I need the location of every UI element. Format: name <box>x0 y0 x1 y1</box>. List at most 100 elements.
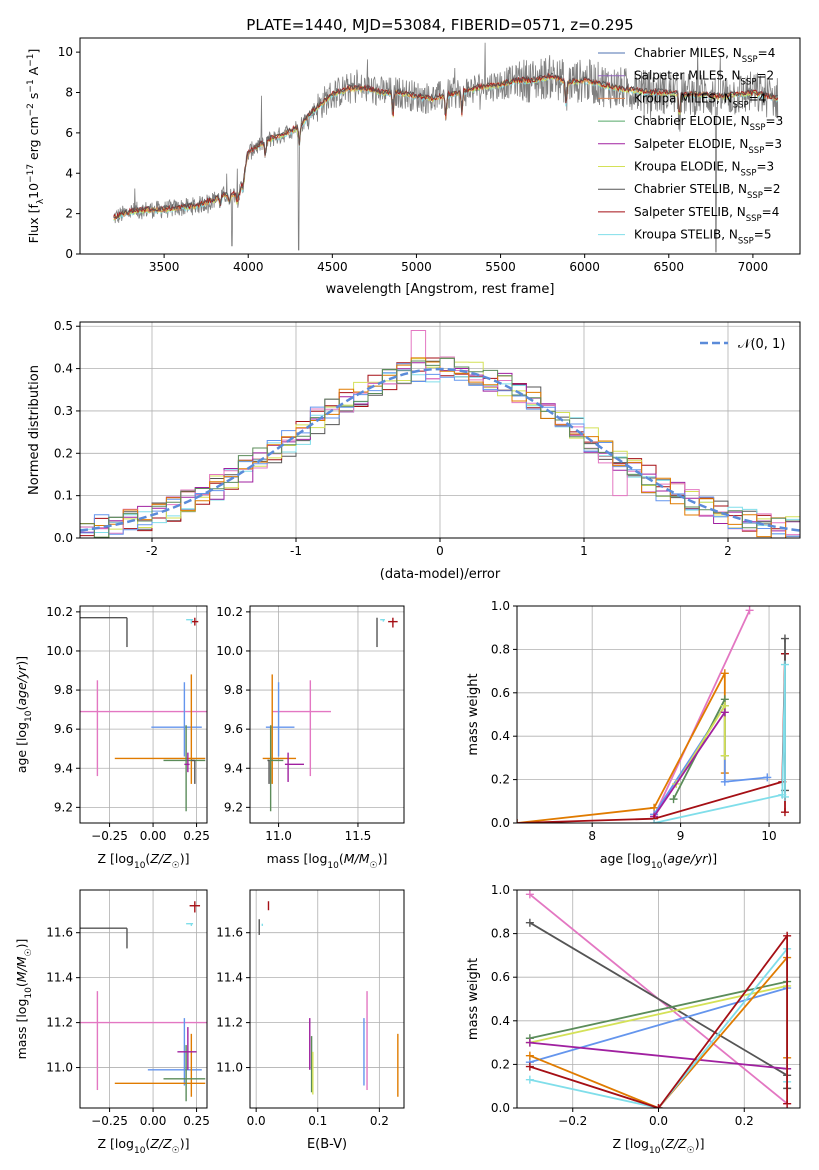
label-part: A <box>26 66 41 79</box>
label-part: ( <box>662 851 667 866</box>
x-tick-label: 5500 <box>485 260 516 274</box>
plot-area <box>517 890 800 1108</box>
y-tick-label: 10.0 <box>46 644 73 658</box>
legend-entry: Kroupa MILES, NSSP=4 <box>634 91 766 110</box>
legend-text: Salpeter MILES, N <box>634 69 741 83</box>
label-part: ( <box>145 1136 150 1151</box>
legend-entry: Salpeter STELIB, NSSP=4 <box>634 205 779 224</box>
y-tick-label: 0.6 <box>491 970 510 984</box>
label-part: −1 <box>26 79 36 92</box>
legend-tail: =3 <box>756 160 774 174</box>
x-tick-label: −0.25 <box>91 829 128 843</box>
y-tick-label: 0.0 <box>491 1101 510 1115</box>
x-tick-label: 6000 <box>569 260 600 274</box>
data-point <box>284 752 304 782</box>
weight-line <box>529 980 788 1040</box>
label-part: )] <box>378 851 388 866</box>
data-point <box>151 682 202 757</box>
x-tick-label: 0.0 <box>649 1114 668 1128</box>
weight-line <box>529 985 788 1044</box>
label-part: ( <box>145 851 150 866</box>
x-axis-label: Z [log10(Z/Z☉)] <box>98 1136 190 1156</box>
x-tick-label: 4000 <box>233 260 264 274</box>
label-part: −2 <box>26 103 36 116</box>
weight-marker <box>525 918 534 927</box>
weight-marker <box>525 1038 534 1047</box>
weight-marker <box>650 819 659 823</box>
label-part: ( <box>660 1136 665 1151</box>
weight-marker <box>720 777 729 786</box>
label-part: ( <box>14 706 29 711</box>
y-tick-label: 0.1 <box>54 489 73 503</box>
x-tick-label: 0.25 <box>183 829 210 843</box>
panel-age-vs-mass: 11.0 11.5 9.2 9.4 9.6 9.8 10.0 10.2 mass [log10(… <box>216 605 405 871</box>
y-axis-label: mass [log10(M/M☉)] <box>14 939 34 1060</box>
plot-area <box>80 890 207 1108</box>
x-tick-label: 3500 <box>149 260 180 274</box>
weight-marker <box>745 606 754 615</box>
legend-entry: Kroupa STELIB, NSSP=5 <box>634 228 772 247</box>
x-tick-label: −0.2 <box>558 1114 587 1128</box>
label-part: ( <box>339 851 344 866</box>
y-tick-label: 10.2 <box>46 605 73 619</box>
y-tick-label: 11.0 <box>216 1061 243 1075</box>
y-axis-label: mass weight <box>466 958 481 1040</box>
y-tick-label: 9.6 <box>224 722 243 736</box>
y-tick-label: 9.4 <box>224 761 243 775</box>
label-part: ] <box>26 49 41 54</box>
y-axis-label: mass weight <box>466 673 481 755</box>
data-point <box>114 1033 206 1097</box>
legend-tail: =3 <box>766 114 784 128</box>
data-point <box>80 617 128 648</box>
weight-marker <box>783 931 792 940</box>
legend-entry: Salpeter MILES, NSSP=2 <box>634 69 774 88</box>
legend-entry: Chabrier ELODIE, NSSP=3 <box>634 114 783 133</box>
x-tick-label: 0.00 <box>140 1114 167 1128</box>
y-tick-label: 0 <box>65 247 73 261</box>
label-part: 10 <box>24 710 34 722</box>
legend-text: Kroupa STELIB, N <box>634 228 738 242</box>
x-tick-label: 2 <box>724 544 732 558</box>
weight-marker <box>720 751 729 760</box>
label-part: ☉ <box>172 861 180 871</box>
y-tick-label: 1.0 <box>491 883 510 897</box>
data-point <box>191 617 199 626</box>
x-tick-label: 0 <box>436 544 444 558</box>
legend-sub: SSP <box>746 214 762 224</box>
legend-sub: SSP <box>742 55 758 65</box>
grid <box>80 890 207 1108</box>
y-tick-label: 11.4 <box>216 971 243 985</box>
label-part: 10 <box>649 1146 661 1156</box>
weight-marker <box>525 1051 534 1060</box>
legend-entry: Kroupa ELODIE, NSSP=3 <box>634 160 774 179</box>
weight-marker <box>780 634 789 643</box>
weight-line <box>529 987 788 1064</box>
data-point <box>191 759 196 784</box>
legend-text: Chabrier STELIB, N <box>634 182 747 196</box>
label-part: ☉ <box>24 948 34 956</box>
axes-frame <box>79 889 208 1109</box>
legend-text: Chabrier MILES, N <box>634 46 742 60</box>
histogram-step <box>80 357 800 538</box>
data-point <box>80 991 207 1091</box>
label-part: )] <box>695 1136 705 1151</box>
legend-tail: =4 <box>749 91 767 105</box>
y-tick-label: 0.4 <box>491 729 510 743</box>
x-tick-label: 0.25 <box>183 1114 210 1128</box>
grid <box>250 606 404 823</box>
legend-text: Kroupa MILES, N <box>634 91 733 105</box>
legend-text: Salpeter ELODIE, N <box>634 137 748 151</box>
weight-line <box>529 933 788 1108</box>
x-tick-label: 0.00 <box>140 829 167 843</box>
weight-marker <box>525 1075 534 1084</box>
x-axis-label: E(B-V) <box>307 1137 347 1152</box>
y-axis-label: age [log10(age/yr)] <box>14 656 34 773</box>
legend-tail: =4 <box>758 46 776 60</box>
label-part: ( <box>14 982 29 987</box>
legend-entry: Chabrier MILES, NSSP=4 <box>634 46 775 65</box>
label-part: M/M <box>344 851 370 866</box>
x-tick-label: 7000 <box>738 260 769 274</box>
legend-sub: SSP <box>738 237 754 247</box>
x-tick-label: 1 <box>580 544 588 558</box>
